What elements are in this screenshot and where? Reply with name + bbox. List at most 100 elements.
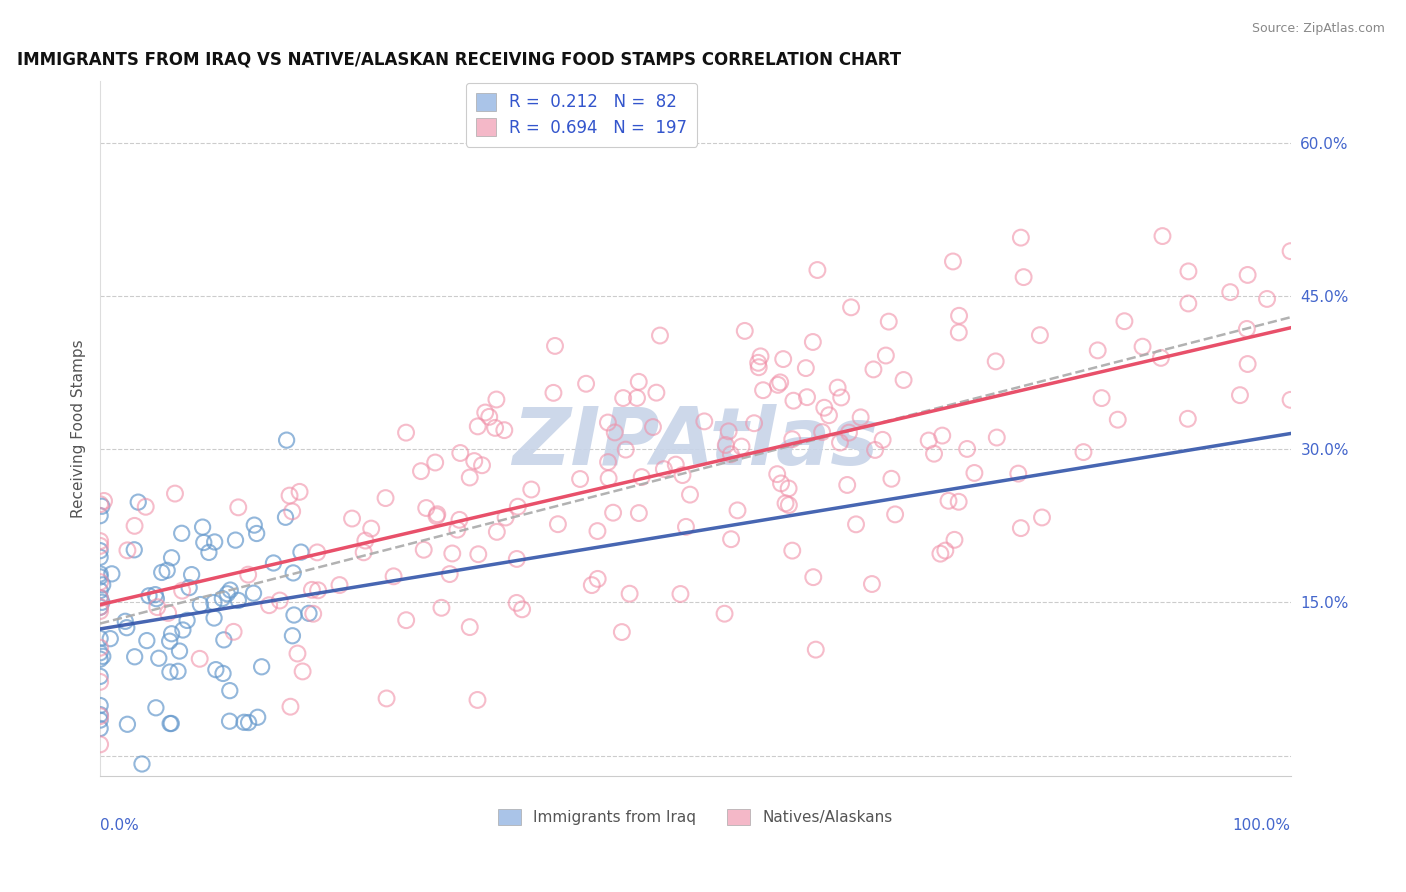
Point <box>747 356 769 370</box>
Point <box>212 666 235 681</box>
Point <box>89 566 111 581</box>
Text: 0.0%: 0.0% <box>100 818 139 833</box>
Point <box>446 523 468 537</box>
Legend: Immigrants from Iraq, Natives/Alaskans: Immigrants from Iraq, Natives/Alaskans <box>492 803 898 831</box>
Point <box>340 511 363 525</box>
Point <box>263 556 285 570</box>
Point <box>430 600 453 615</box>
Point <box>986 431 1008 445</box>
Point <box>150 566 173 580</box>
Point <box>143 588 166 602</box>
Point <box>596 416 619 430</box>
Point <box>1150 351 1173 365</box>
Point <box>794 361 817 376</box>
Point <box>612 391 634 405</box>
Point <box>287 647 309 661</box>
Point <box>167 665 190 679</box>
Point <box>463 454 485 468</box>
Point <box>837 478 859 492</box>
Point <box>1177 296 1199 310</box>
Point <box>938 493 960 508</box>
Point <box>169 644 191 658</box>
Point <box>226 500 249 515</box>
Point <box>458 470 481 484</box>
Point <box>984 354 1007 368</box>
Point <box>246 526 269 541</box>
Point <box>89 652 111 666</box>
Point <box>818 409 841 423</box>
Point <box>782 393 804 408</box>
Point <box>146 600 169 615</box>
Point <box>89 591 111 605</box>
Point <box>89 709 111 723</box>
Point <box>204 535 226 549</box>
Point <box>135 633 157 648</box>
Point <box>727 503 749 517</box>
Point <box>775 496 797 510</box>
Point <box>801 334 824 349</box>
Point <box>179 581 201 595</box>
Point <box>669 587 692 601</box>
Point <box>242 586 264 600</box>
Point <box>91 649 114 664</box>
Point <box>830 391 852 405</box>
Point <box>780 543 803 558</box>
Point <box>544 339 567 353</box>
Point <box>880 472 903 486</box>
Point <box>439 567 461 582</box>
Point <box>720 532 742 546</box>
Point <box>159 634 181 648</box>
Point <box>278 489 301 503</box>
Point <box>804 642 827 657</box>
Point <box>641 420 664 434</box>
Point <box>382 569 405 583</box>
Point <box>778 498 800 512</box>
Point <box>586 572 609 586</box>
Point <box>243 518 266 533</box>
Point <box>693 414 716 428</box>
Point <box>510 602 533 616</box>
Point <box>89 600 111 615</box>
Point <box>748 360 770 375</box>
Point <box>1279 392 1302 407</box>
Point <box>742 416 765 430</box>
Point <box>931 428 953 442</box>
Point <box>1177 411 1199 425</box>
Point <box>872 433 894 447</box>
Point <box>91 578 114 592</box>
Point <box>219 583 242 598</box>
Point <box>734 324 756 338</box>
Point <box>409 464 432 478</box>
Point <box>749 350 772 364</box>
Point <box>328 578 350 592</box>
Point <box>211 591 233 606</box>
Point <box>283 607 305 622</box>
Point <box>801 570 824 584</box>
Point <box>114 615 136 629</box>
Point <box>948 326 970 340</box>
Point <box>233 715 256 730</box>
Point <box>827 381 849 395</box>
Point <box>929 547 952 561</box>
Text: IMMIGRANTS FROM IRAQ VS NATIVE/ALASKAN RECEIVING FOOD STAMPS CORRELATION CHART: IMMIGRANTS FROM IRAQ VS NATIVE/ALASKAN R… <box>17 51 901 69</box>
Point <box>458 620 481 634</box>
Point <box>205 663 228 677</box>
Point <box>89 640 111 655</box>
Point <box>484 421 506 435</box>
Point <box>276 433 298 447</box>
Point <box>89 497 111 511</box>
Point <box>172 583 194 598</box>
Point <box>772 352 794 367</box>
Point <box>89 591 111 606</box>
Point <box>796 390 818 404</box>
Point <box>806 263 828 277</box>
Point <box>291 665 314 679</box>
Point <box>212 632 235 647</box>
Point <box>180 567 202 582</box>
Point <box>202 611 225 625</box>
Point <box>717 425 740 439</box>
Point <box>101 566 124 581</box>
Point <box>298 607 321 621</box>
Point <box>426 508 449 522</box>
Point <box>374 491 396 505</box>
